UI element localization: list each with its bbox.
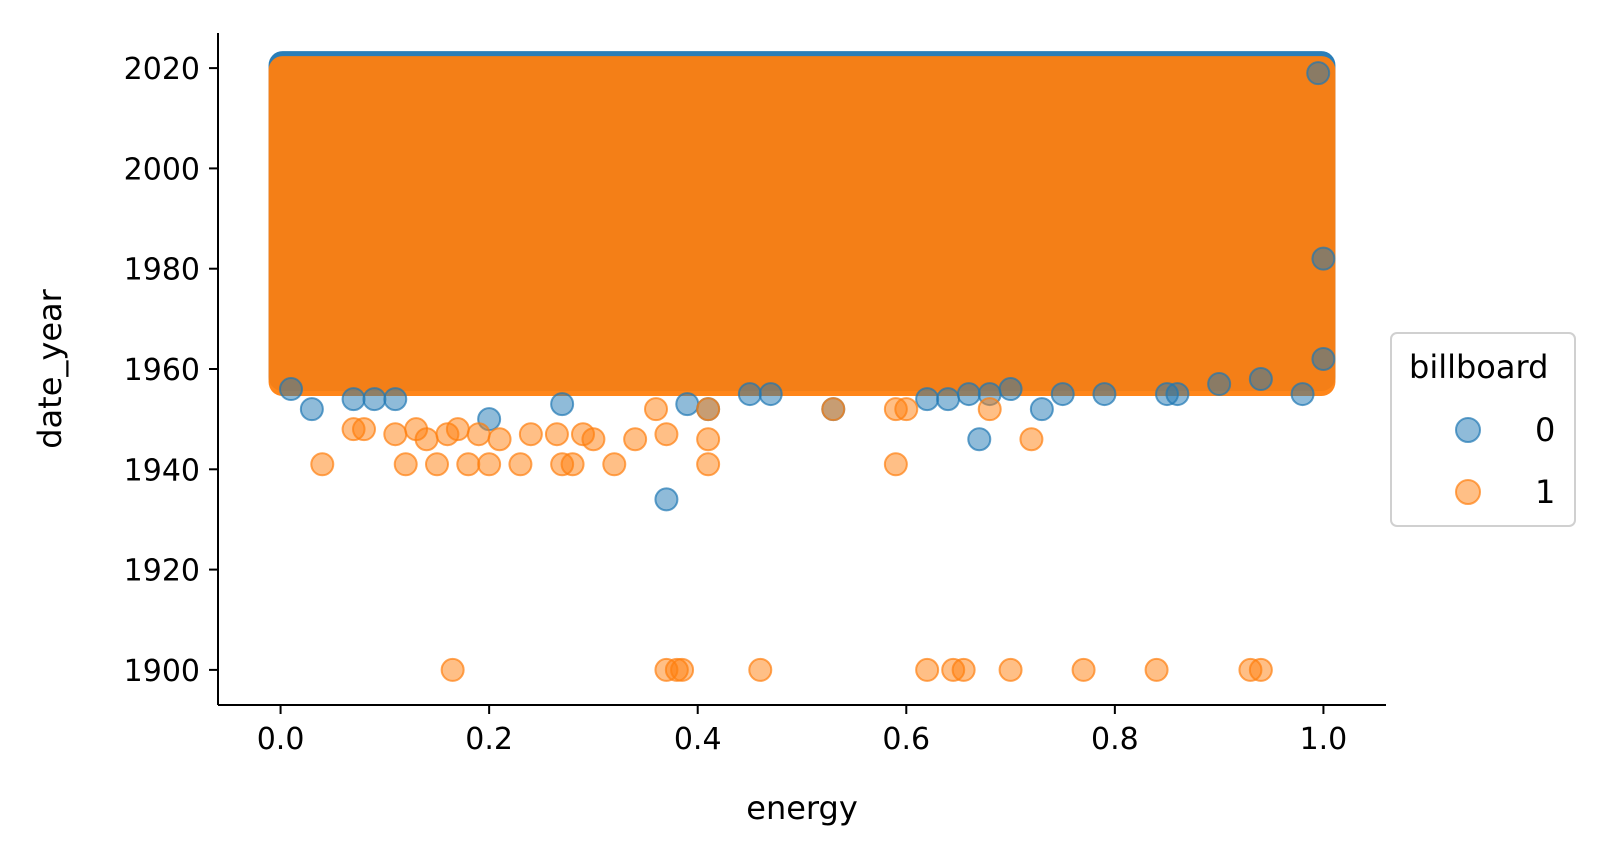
legend-title: billboard — [1409, 348, 1548, 386]
scatter-points — [279, 61, 1336, 682]
scatter-point-series-0 — [758, 382, 783, 407]
scatter-point-series-1 — [883, 452, 908, 477]
scatter-point-series-1 — [456, 452, 481, 477]
scatter-point-series-1 — [998, 657, 1023, 682]
y-tick-label: 1980 — [124, 253, 200, 288]
scatter-point-series-0 — [967, 427, 992, 452]
scatter-point-series-1 — [477, 452, 502, 477]
scatter-point-series-1 — [644, 397, 668, 422]
scatter-point-series-1 — [654, 422, 679, 447]
legend-label-1: 1 — [1535, 473, 1555, 511]
scatter-point-series-1 — [393, 452, 418, 477]
y-tick-label: 2000 — [124, 152, 200, 187]
scatter-point-series-1 — [977, 397, 1002, 422]
scatter-point-series-1 — [445, 417, 470, 442]
scatter-point-series-1 — [894, 397, 919, 422]
scatter-point-series-0 — [1050, 382, 1075, 407]
scatter-point-series-0 — [383, 387, 408, 412]
scatter-point-series-1 — [425, 452, 449, 477]
scatter-point-series-1 — [1071, 657, 1096, 682]
scatter-point-series-1 — [602, 452, 627, 477]
scatter-point-series-1 — [310, 452, 335, 477]
x-tick-label: 0.0 — [257, 722, 305, 757]
scatter-point-series-0 — [299, 397, 324, 422]
axes: 0.0 0.2 0.4 0.6 0.8 1.0 1900 1920 1940 1960 1980 2… — [31, 33, 1386, 827]
y-tick-label: 1960 — [124, 353, 200, 388]
x-tick-label: 1.0 — [1300, 722, 1348, 757]
scatter-point-series-1 — [696, 397, 721, 422]
scatter-point-series-1 — [696, 427, 721, 452]
x-tick-label: 0.6 — [882, 722, 930, 757]
scatter-point-series-0 — [956, 382, 981, 407]
scatter-point-series-0 — [1029, 397, 1054, 422]
scatter-point-series-1 — [821, 397, 846, 422]
scatter-point-series-0 — [1311, 246, 1336, 271]
y-axis-title: date_year — [31, 288, 69, 448]
scatter-point-series-0 — [1165, 382, 1190, 407]
scatter-point-series-1 — [508, 452, 533, 477]
scatter-point-series-1 — [487, 427, 512, 452]
scatter-point-series-1 — [915, 657, 940, 682]
scatter-point-series-0 — [1311, 346, 1336, 371]
scatter-point-series-0 — [1306, 61, 1331, 86]
scatter-point-series-1 — [1144, 657, 1169, 682]
x-tick-label: 0.4 — [674, 722, 722, 757]
scatter-point-series-1 — [623, 427, 648, 452]
scatter-point-series-1 — [951, 657, 976, 682]
legend-entries: 01 — [1455, 411, 1555, 511]
scatter-point-series-0 — [550, 392, 575, 417]
legend: billboard 01 — [1390, 332, 1576, 527]
y-tick-label: 2020 — [124, 52, 200, 87]
scatter-point-series-0 — [675, 392, 700, 417]
y-tick-label: 1920 — [124, 554, 200, 589]
scatter-point-series-1 — [466, 422, 491, 447]
y-tick-label: 1900 — [124, 654, 200, 689]
scatter-point-series-0 — [1290, 382, 1315, 407]
scatter-point-series-1 — [1019, 427, 1044, 452]
scatter-point-series-1 — [414, 427, 439, 452]
scatter-point-series-0 — [936, 387, 960, 412]
scatter-point-series-1 — [544, 422, 569, 447]
scatter-point-series-0 — [654, 487, 679, 512]
scatter-point-series-0 — [1092, 382, 1117, 407]
legend-marker-1 — [1455, 479, 1481, 505]
scatter-point-series-1 — [518, 422, 543, 447]
scatter-point-series-0 — [998, 377, 1023, 402]
legend-frame — [1390, 332, 1576, 527]
legend-label-0: 0 — [1535, 411, 1555, 449]
y-tick-label: 1940 — [124, 453, 200, 488]
scatter-point-series-0 — [737, 382, 762, 407]
x-axis-ticks: 0.0 0.2 0.4 0.6 0.8 1.0 — [257, 705, 1348, 757]
dense-cloud-series-1 — [268, 56, 1336, 397]
scatter-point-series-0 — [341, 387, 366, 412]
scatter-point-series-0 — [1248, 367, 1273, 392]
scatter-point-series-0 — [362, 387, 387, 412]
x-tick-label: 0.2 — [465, 722, 513, 757]
scatter-point-series-1 — [1248, 657, 1273, 682]
scatter-point-series-0 — [279, 377, 303, 402]
scatter-point-series-1 — [670, 657, 695, 682]
scatter-point-series-1 — [352, 417, 376, 442]
scatter-point-series-1 — [696, 452, 721, 477]
x-axis-title: energy — [746, 789, 858, 827]
scatter-point-series-1 — [748, 657, 773, 682]
scatter-point-series-1 — [383, 422, 408, 447]
scatter-point-series-1 — [560, 452, 585, 477]
x-tick-label: 0.8 — [1091, 722, 1139, 757]
scatter-point-series-0 — [915, 387, 940, 412]
dense-point-layer — [268, 51, 1336, 397]
y-axis-ticks: 1900 1920 1940 1960 1980 2000 2020 — [124, 52, 218, 689]
scatter-point-series-1 — [581, 427, 606, 452]
scatter-point-series-0 — [1207, 372, 1232, 397]
scatter-point-series-1 — [440, 657, 465, 682]
legend-marker-0 — [1455, 417, 1481, 443]
